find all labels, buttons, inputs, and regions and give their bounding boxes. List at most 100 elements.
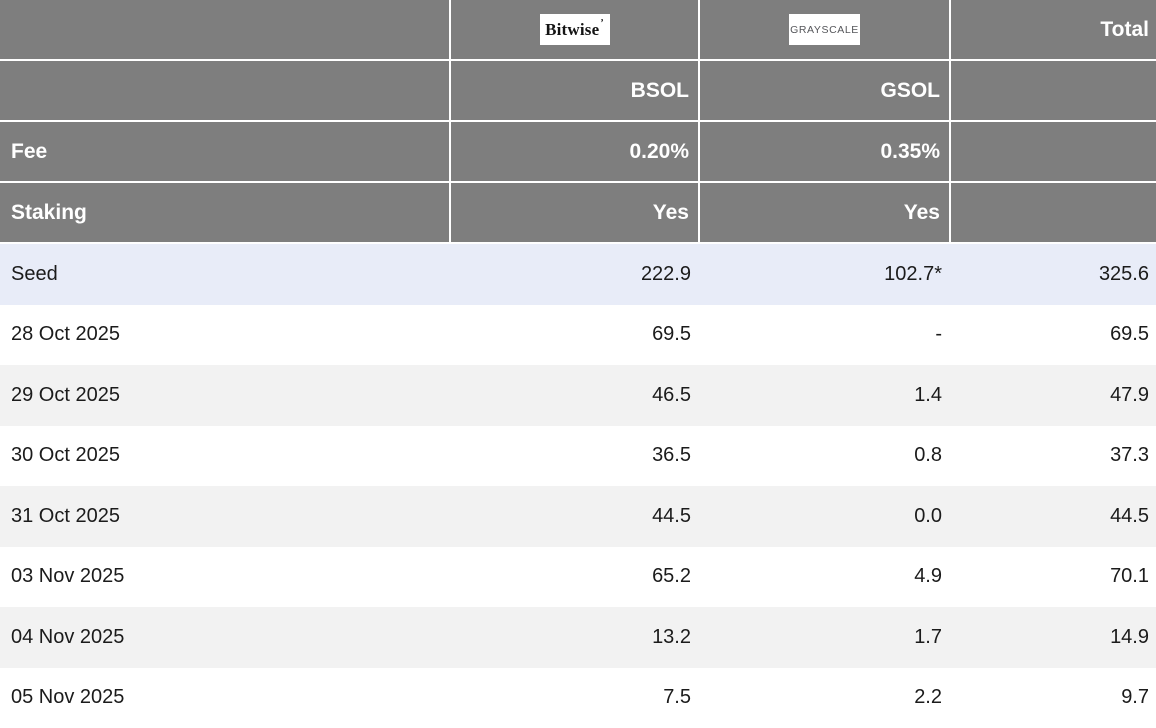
bsol-value: 7.5 [663, 686, 691, 709]
bsol-value: 69.5 [652, 323, 691, 346]
row-label-cell: 28 Oct 2025 [0, 305, 451, 366]
header-row-providers: Bitwise’ GRAYSCALE Total [0, 0, 1156, 61]
header-empty-cell [951, 122, 1156, 183]
bsol-value-cell: 69.5 [451, 305, 700, 366]
header-row-staking: Staking Yes Yes [0, 183, 1156, 244]
total-value: 9.7 [1121, 686, 1149, 709]
total-label: Total [1100, 18, 1149, 42]
total-value-cell: 69.5 [951, 305, 1156, 366]
bsol-value-cell: 46.5 [451, 365, 700, 426]
row-label-cell: 03 Nov 2025 [0, 547, 451, 608]
bsol-fee: 0.20% [629, 140, 689, 164]
gsol-value: 2.2 [914, 686, 942, 709]
row-label: Seed [11, 263, 58, 286]
row-label: 28 Oct 2025 [11, 323, 120, 346]
total-value: 69.5 [1110, 323, 1149, 346]
gsol-fee: 0.35% [880, 140, 940, 164]
total-value: 47.9 [1110, 384, 1149, 407]
table-row-04-nov-2025: 04 Nov 2025 13.2 1.7 14.9 [0, 607, 1156, 668]
total-header-cell: Total [951, 0, 1156, 61]
row-label: 04 Nov 2025 [11, 626, 124, 649]
fee-label-cell: Fee [0, 122, 451, 183]
staking-label: Staking [11, 201, 87, 225]
gsol-value-cell: 4.9 [700, 547, 951, 608]
header-empty-cell [951, 183, 1156, 244]
gsol-value: 4.9 [914, 565, 942, 588]
bsol-ticker: BSOL [631, 79, 689, 103]
row-label-cell: 30 Oct 2025 [0, 426, 451, 487]
total-value: 14.9 [1110, 626, 1149, 649]
header-row-fee: Fee 0.20% 0.35% [0, 122, 1156, 183]
table-row-seed: Seed 222.9 102.7* 325.6 [0, 244, 1156, 305]
bsol-value-cell: 7.5 [451, 668, 700, 728]
gsol-staking: Yes [904, 201, 940, 225]
grayscale-header-cell: GRAYSCALE [700, 0, 951, 61]
bsol-value: 46.5 [652, 384, 691, 407]
gsol-ticker: GSOL [880, 79, 940, 103]
bsol-value-cell: 36.5 [451, 426, 700, 487]
bsol-value-cell: 65.2 [451, 547, 700, 608]
header-empty-cell [951, 61, 1156, 122]
total-value-cell: 37.3 [951, 426, 1156, 487]
row-label-cell: 04 Nov 2025 [0, 607, 451, 668]
gsol-value: 1.4 [914, 384, 942, 407]
total-value-cell: 325.6 [951, 244, 1156, 305]
row-label: 31 Oct 2025 [11, 505, 120, 528]
header-empty-cell [0, 0, 451, 61]
bsol-value: 44.5 [652, 505, 691, 528]
gsol-value: 0.8 [914, 444, 942, 467]
bitwise-logo-text: Bitwise [545, 20, 599, 40]
row-label: 03 Nov 2025 [11, 565, 124, 588]
staking-label-cell: Staking [0, 183, 451, 244]
table-row-30-oct-2025: 30 Oct 2025 36.5 0.8 37.3 [0, 426, 1156, 487]
bsol-value: 65.2 [652, 565, 691, 588]
header-empty-cell [0, 61, 451, 122]
gsol-ticker-cell: GSOL [700, 61, 951, 122]
bitwise-logo-mark: ’ [600, 19, 604, 29]
row-label-cell: 31 Oct 2025 [0, 486, 451, 547]
table-row-29-oct-2025: 29 Oct 2025 46.5 1.4 47.9 [0, 365, 1156, 426]
total-value-cell: 9.7 [951, 668, 1156, 728]
bsol-fee-cell: 0.20% [451, 122, 700, 183]
bsol-value: 36.5 [652, 444, 691, 467]
bsol-staking: Yes [653, 201, 689, 225]
gsol-value: - [935, 323, 942, 346]
bitwise-header-cell: Bitwise’ [451, 0, 700, 61]
row-label-cell: 29 Oct 2025 [0, 365, 451, 426]
total-value-cell: 47.9 [951, 365, 1156, 426]
gsol-value-cell: 1.4 [700, 365, 951, 426]
gsol-value-cell: 1.7 [700, 607, 951, 668]
grayscale-logo: GRAYSCALE [789, 14, 860, 45]
table-row-28-oct-2025: 28 Oct 2025 69.5 - 69.5 [0, 305, 1156, 366]
gsol-value-cell: 0.0 [700, 486, 951, 547]
bsol-value-cell: 44.5 [451, 486, 700, 547]
total-value: 37.3 [1110, 444, 1149, 467]
gsol-value-cell: - [700, 305, 951, 366]
row-label: 29 Oct 2025 [11, 384, 120, 407]
gsol-value: 1.7 [914, 626, 942, 649]
table-row-31-oct-2025: 31 Oct 2025 44.5 0.0 44.5 [0, 486, 1156, 547]
total-value-cell: 70.1 [951, 547, 1156, 608]
bsol-value: 13.2 [652, 626, 691, 649]
table-row-05-nov-2025: 05 Nov 2025 7.5 2.2 9.7 [0, 668, 1156, 728]
bsol-value-cell: 13.2 [451, 607, 700, 668]
gsol-value-cell: 2.2 [700, 668, 951, 728]
gsol-staking-cell: Yes [700, 183, 951, 244]
total-value: 44.5 [1110, 505, 1149, 528]
bitwise-logo: Bitwise’ [540, 14, 610, 45]
table-row-03-nov-2025: 03 Nov 2025 65.2 4.9 70.1 [0, 547, 1156, 608]
row-label-cell: 05 Nov 2025 [0, 668, 451, 728]
gsol-value-cell: 102.7* [700, 244, 951, 305]
bsol-ticker-cell: BSOL [451, 61, 700, 122]
bsol-value-cell: 222.9 [451, 244, 700, 305]
total-value-cell: 44.5 [951, 486, 1156, 547]
header-row-tickers: BSOL GSOL [0, 61, 1156, 122]
gsol-fee-cell: 0.35% [700, 122, 951, 183]
gsol-value-cell: 0.8 [700, 426, 951, 487]
gsol-value: 102.7* [884, 263, 942, 286]
total-value: 325.6 [1099, 263, 1149, 286]
total-value: 70.1 [1110, 565, 1149, 588]
bsol-staking-cell: Yes [451, 183, 700, 244]
gsol-value: 0.0 [914, 505, 942, 528]
